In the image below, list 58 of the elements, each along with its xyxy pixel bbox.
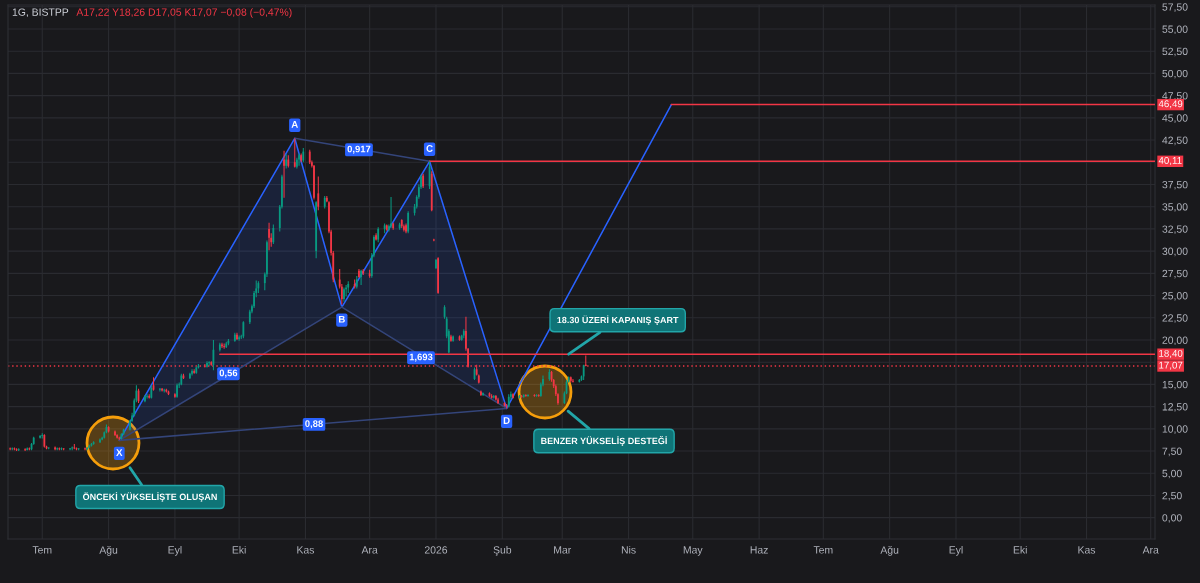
y-tick-label: 7,50: [1162, 447, 1182, 457]
annotation: 0,56: [219, 369, 238, 378]
data-label: 18,40: [1159, 349, 1183, 358]
y-tick-label: 27,50: [1162, 269, 1188, 279]
annotation: 0,917: [347, 145, 371, 154]
y-tick-label: 20,00: [1162, 336, 1188, 346]
x-tick-label: Ara: [1142, 546, 1159, 554]
annotation: 18.30 ÜZERİ KAPANIŞ ŞART: [557, 315, 679, 325]
y-tick-label: 32,50: [1162, 225, 1188, 235]
y-tick-label: 55,00: [1162, 25, 1188, 35]
y-tick-label: 12,50: [1162, 403, 1188, 412]
y-tick-label: 0,00: [1162, 514, 1182, 523]
y-tick-label: 10,00: [1162, 425, 1188, 434]
ref-line-label: 17,07: [1159, 361, 1183, 370]
x-tick-label: Eki: [232, 545, 246, 554]
data-label: 40,11: [1158, 157, 1182, 166]
y-tick-label: 15,00: [1162, 380, 1188, 390]
x-tick-label: 2026: [424, 546, 448, 554]
y-tick-label: 52,50: [1162, 47, 1188, 57]
y-tick-label: 30,00: [1162, 247, 1188, 257]
y-tick-label: 35,00: [1162, 203, 1188, 212]
data-label: 46,49: [1158, 100, 1183, 109]
x-tick-label: Tem: [32, 546, 52, 554]
x-tick-label: Haz: [750, 546, 768, 554]
y-tick-label: 45,00: [1162, 114, 1188, 123]
chart-title: 1G, BISTPP: [12, 8, 69, 18]
annotation: BENZER YÜKSELİŞ DESTEĞİ: [541, 436, 667, 446]
y-tick-label: 42,50: [1162, 136, 1188, 146]
x-tick-label: Şub: [493, 545, 512, 556]
annotation: B: [338, 315, 345, 323]
x-tick-label: Kas: [1078, 546, 1096, 554]
x-tick-label: Eyl: [168, 545, 182, 556]
y-tick-label: 22,50: [1162, 314, 1188, 323]
y-tick-label: 37,50: [1162, 180, 1188, 190]
annotation: 0,88: [305, 420, 323, 429]
y-tick-label: 5,00: [1162, 469, 1182, 479]
y-tick-label: 57,50: [1162, 3, 1188, 12]
y-tick-label: 25,00: [1162, 292, 1188, 301]
x-tick-label: Eki: [1013, 545, 1027, 554]
x-tick-label: Nis: [621, 545, 636, 554]
annotation: X: [116, 449, 123, 456]
annotation: A: [291, 121, 298, 128]
x-tick-label: Ağu: [99, 545, 118, 556]
x-tick-label: Kas: [297, 546, 315, 554]
x-tick-label: Ara: [361, 546, 378, 554]
x-tick-label: Mar: [554, 546, 572, 554]
annotation: C: [426, 145, 433, 152]
y-tick-label: 2,50: [1162, 491, 1182, 501]
y-tick-label: 47,50: [1162, 92, 1188, 101]
annotation: 1,693: [409, 353, 433, 362]
annotation: ÖNCEKİ YÜKSELİŞTE OLUŞAN: [82, 492, 217, 502]
annotation: D: [503, 417, 510, 424]
x-tick-label: May: [683, 546, 703, 556]
chart-subtitle: A17,22 Y18,26 D17,05 K17,07 −0,08 (−0,47%): [76, 8, 292, 18]
x-tick-label: Eyl: [949, 545, 963, 556]
x-tick-label: Tem: [813, 546, 833, 554]
x-tick-label: Ağu: [880, 545, 899, 556]
y-tick-label: 50,00: [1162, 69, 1188, 79]
